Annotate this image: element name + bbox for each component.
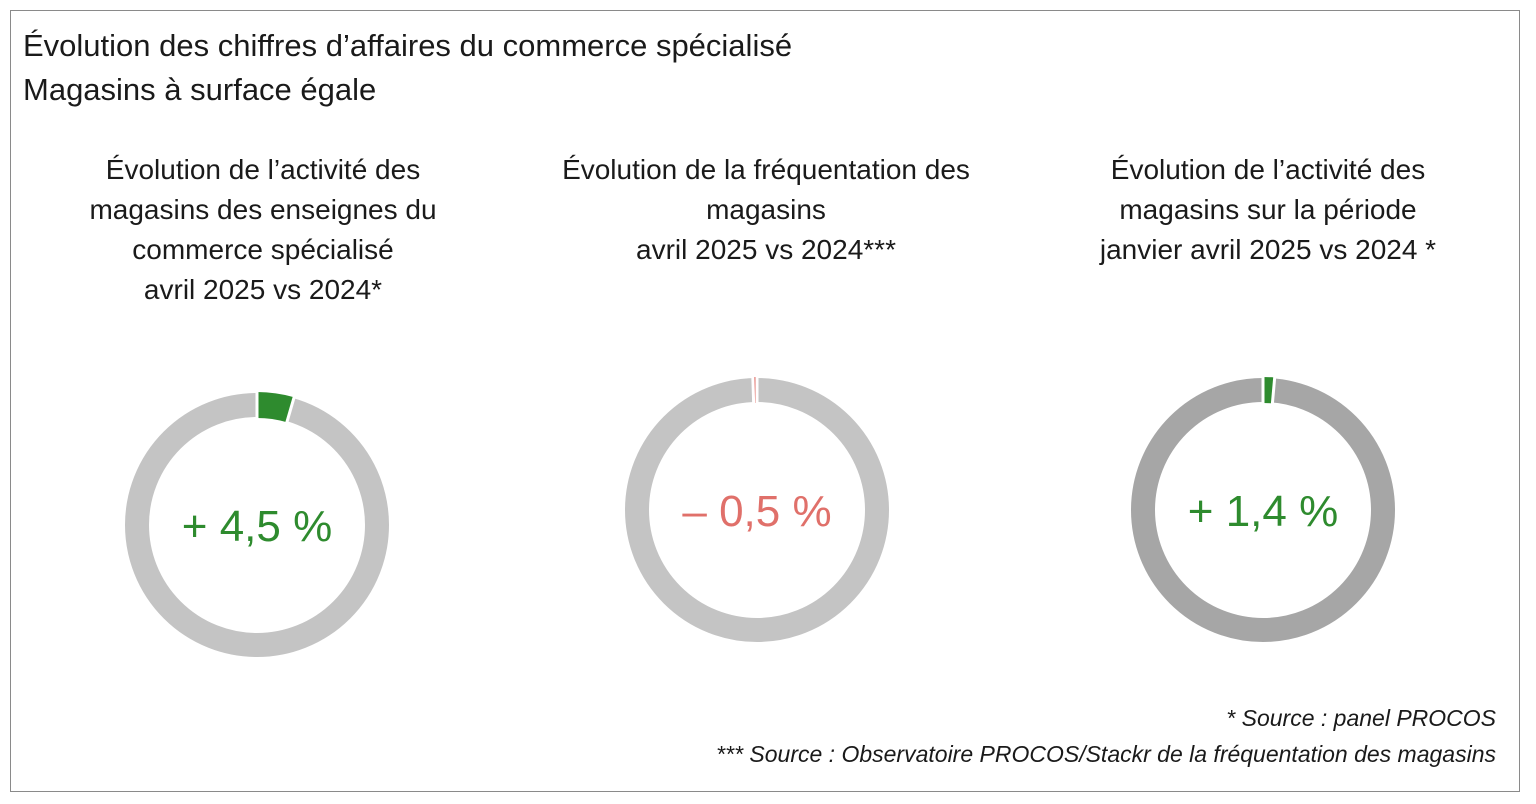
panel-title-line: Évolution de l’activité des	[1110, 154, 1426, 185]
footnote-source-panel: * Source : panel PROCOS	[1226, 705, 1496, 731]
panel-title: Évolution de l’activité des magasins sur…	[1018, 150, 1518, 270]
panel-title: Évolution de l’activité des magasins des…	[13, 150, 513, 310]
panel-title-line: avril 2025 vs 2024*	[143, 274, 383, 305]
panel-title-line: magasins sur la période	[1119, 194, 1417, 225]
segment-separator	[285, 395, 296, 424]
panel-activity-april: Évolution de l’activité des magasins des…	[13, 150, 513, 310]
segment-separator	[1270, 376, 1277, 405]
panel-title-line: Évolution de la fréquentation des	[562, 154, 970, 185]
panel-activity-jan-april: Évolution de l’activité des magasins sur…	[1018, 150, 1518, 270]
title-line-2: Magasins à surface égale	[23, 72, 377, 107]
title-line-1: Évolution des chiffres d’affaires du com…	[23, 28, 793, 63]
donut-value-label: + 4,5 %	[182, 502, 332, 551]
panel-title-line: magasins des enseignes du	[89, 194, 437, 225]
footnote-source-observatoire: *** Source : Observatoire PROCOS/Stackr …	[716, 741, 1496, 767]
footnotes: * Source : panel PROCOS *** Source : Obs…	[716, 700, 1496, 772]
panel-title-line: janvier avril 2025 vs 2024 *	[1099, 234, 1437, 265]
segment-separator	[751, 376, 756, 405]
panel-title-line: commerce spécialisé	[132, 234, 394, 265]
panel-title-line: magasins	[706, 194, 826, 225]
panel-title-line: Évolution de l’activité des	[105, 154, 421, 185]
panel-title: Évolution de la fréquentation des magasi…	[516, 150, 1016, 270]
panel-title-line: avril 2025 vs 2024***	[636, 234, 896, 265]
donut-value-label: – 0,5 %	[682, 487, 831, 536]
donut-value-label: + 1,4 %	[1188, 487, 1338, 536]
panel-footfall-april: Évolution de la fréquentation des magasi…	[516, 150, 1016, 270]
page-title: Évolution des chiffres d’affaires du com…	[23, 24, 792, 112]
